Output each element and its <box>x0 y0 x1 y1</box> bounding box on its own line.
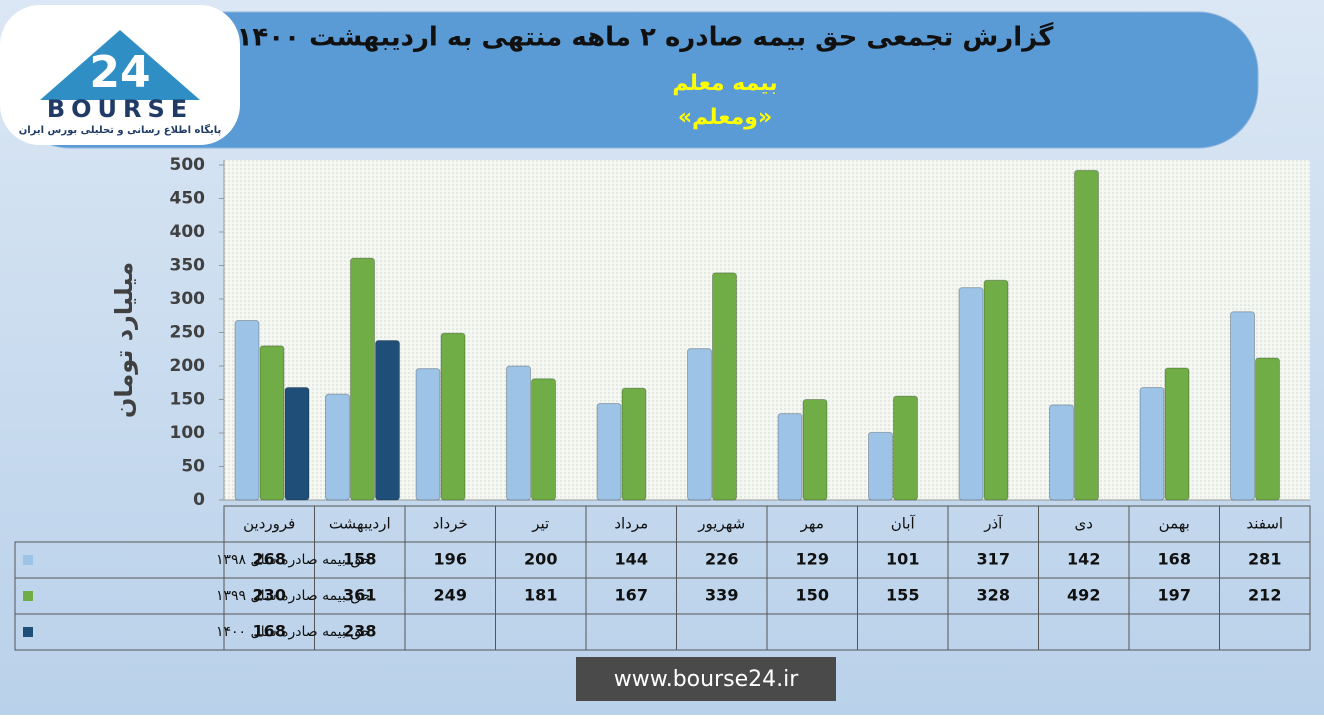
table-value: 197 <box>1158 586 1191 605</box>
bar <box>325 393 350 501</box>
table-value: 212 <box>1248 586 1281 605</box>
legend-swatch <box>23 627 33 637</box>
plot-wall <box>224 160 1310 500</box>
x-tick-label: بهمن <box>1159 515 1190 533</box>
table-value: 168 <box>253 622 286 641</box>
y-tick-label: 500 <box>170 155 206 175</box>
bar <box>531 378 556 501</box>
x-tick-label: آذر <box>983 515 1003 533</box>
x-tick-label: خرداد <box>433 515 468 533</box>
table-value: 230 <box>253 586 286 605</box>
bar <box>958 287 984 501</box>
x-tick-label: مرداد <box>614 515 648 533</box>
table-row <box>14 613 1311 651</box>
table-value: 226 <box>705 550 738 569</box>
bar <box>621 387 647 501</box>
bar <box>1074 169 1099 501</box>
legend-label: حق بیمه صادره سال ۱۳۹۸ <box>216 552 371 568</box>
table-value: 196 <box>434 550 467 569</box>
bar <box>893 395 918 501</box>
logo-name: BOURSE <box>47 95 193 123</box>
table-value: 238 <box>343 622 376 641</box>
table-value: 144 <box>615 550 648 569</box>
bar <box>868 431 893 501</box>
table-value: 181 <box>524 586 557 605</box>
table-value: 339 <box>705 586 738 605</box>
logo-icon <box>40 30 200 100</box>
legend-label: حق بیمه صادره سال ۱۴۰۰ <box>216 624 371 640</box>
x-tick-label: آبان <box>891 515 916 533</box>
y-tick-label: 100 <box>170 423 206 443</box>
x-tick-label: فروردین <box>243 515 295 533</box>
bar <box>440 332 466 501</box>
bar <box>802 399 828 501</box>
bar <box>1139 386 1165 501</box>
bar <box>1164 367 1190 501</box>
y-tick-label: 350 <box>170 256 206 276</box>
table-value: 150 <box>796 586 829 605</box>
x-tick-label: مهر <box>800 515 824 533</box>
table-value: 281 <box>1248 550 1281 569</box>
y-tick-label: 300 <box>170 289 206 309</box>
x-tick-label: اردیبهشت <box>329 515 391 533</box>
y-tick-label: 450 <box>170 189 206 209</box>
table-value: 168 <box>1158 550 1191 569</box>
table-value: 129 <box>796 550 829 569</box>
table-value: 142 <box>1067 550 1100 569</box>
bar <box>506 365 531 501</box>
bar <box>596 403 622 501</box>
footer-url: www.bourse24.ir <box>614 667 799 692</box>
table-value: 167 <box>615 586 648 605</box>
logo-mark: 24 <box>89 47 150 98</box>
table-value: 249 <box>434 586 467 605</box>
y-axis-label: میلیارد تومان <box>110 262 138 418</box>
legend-swatch <box>23 591 33 601</box>
bar <box>1230 311 1255 501</box>
bar <box>415 368 441 501</box>
y-tick-label: 50 <box>181 457 205 477</box>
x-tick-label: تیر <box>531 515 549 533</box>
legend-swatch <box>23 555 33 565</box>
bar <box>777 413 803 501</box>
chart-symbol: «ومعلم» <box>678 105 772 130</box>
table-value: 200 <box>524 550 557 569</box>
table-value: 101 <box>886 550 919 569</box>
y-tick-label: 250 <box>170 323 206 343</box>
table-value: 361 <box>343 586 376 605</box>
table-value: 492 <box>1067 586 1100 605</box>
bar <box>234 319 260 501</box>
table-value: 155 <box>886 586 919 605</box>
y-tick-label: 0 <box>193 490 205 510</box>
bar <box>1049 404 1074 501</box>
bar <box>1255 357 1280 501</box>
bar <box>712 272 737 501</box>
table-value: 328 <box>977 586 1010 605</box>
chart-title: گزارش تجمعی حق بیمه صادره ۲ ماهه منتهی ب… <box>237 22 1055 53</box>
y-tick-label: 200 <box>170 356 206 376</box>
bar <box>259 345 285 501</box>
bar <box>687 348 712 501</box>
table-value: 158 <box>343 550 376 569</box>
bar <box>375 340 400 501</box>
chart-subtitle: بیمه معلم <box>672 71 777 96</box>
y-tick-label: 400 <box>170 222 206 242</box>
table-value: 317 <box>977 550 1010 569</box>
x-tick-label: اسفند <box>1246 515 1283 533</box>
x-tick-label: دی <box>1075 515 1093 533</box>
logo-tagline: پایگاه اطلاع رسانی و تحلیلی بورس ایران <box>19 123 222 136</box>
y-tick-label: 150 <box>170 390 206 410</box>
bar <box>284 386 310 501</box>
bar <box>350 257 375 501</box>
footer-box <box>576 657 836 701</box>
legend-label: حق بیمه صادره سال ۱۳۹۹ <box>216 588 371 604</box>
table-value: 268 <box>253 550 286 569</box>
x-tick-label: شهریور <box>697 515 745 533</box>
bar <box>983 279 1009 501</box>
